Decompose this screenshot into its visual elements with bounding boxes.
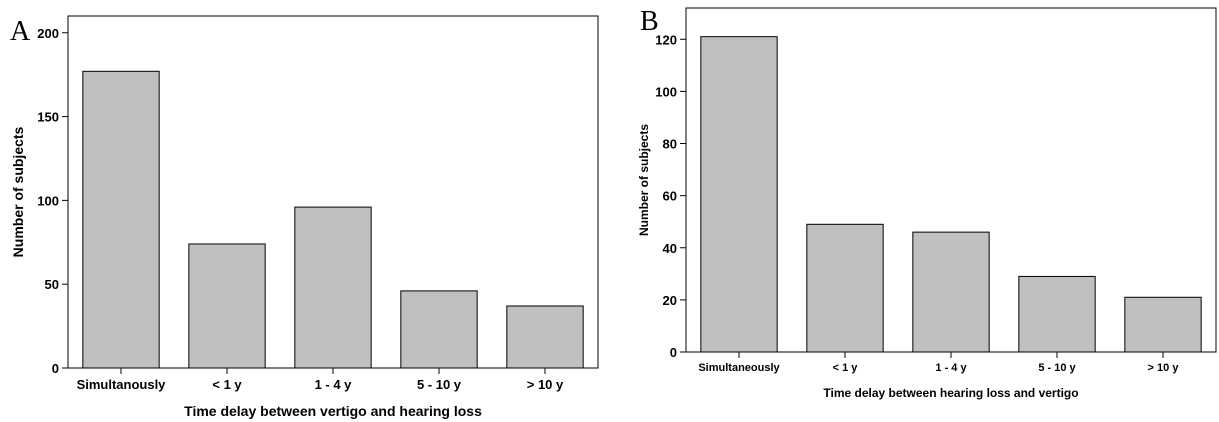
bar [1124, 296, 1202, 353]
bar [912, 231, 990, 353]
x-tick-label: Simultanously [77, 377, 167, 392]
y-tick-label: 60 [663, 189, 677, 204]
bar [506, 305, 584, 369]
panel-b: B 0 20 40 60 80 100 120 Simultaneously < 1 y 1 -… [637, 6, 1217, 400]
panel-b-letter: B [640, 6, 659, 37]
panel-b-x-axis-label: Time delay between hearing loss and vert… [823, 386, 1078, 400]
x-tick-label: 5 - 10 y [1038, 362, 1076, 374]
panel-b-bars [700, 36, 1202, 353]
x-tick-label: Simultaneously [698, 362, 780, 374]
panel-a-x-axis-label: Time delay between vertigo and hearing l… [184, 403, 482, 419]
x-tick-label: 5 - 10 y [417, 377, 462, 392]
panel-a-bars [82, 70, 584, 369]
panel-a: A 0 50 100 150 200 Simultanously < 1 y 1 - 4 y… [10, 15, 599, 419]
bar [82, 70, 160, 369]
bar [400, 290, 478, 369]
panel-b-x-axis: Simultaneously < 1 y 1 - 4 y 5 - 10 y > 10 y [698, 352, 1179, 374]
x-tick-label: > 10 y [1148, 362, 1180, 374]
x-tick-label: > 10 y [527, 377, 564, 392]
y-tick-label: 0 [670, 345, 677, 360]
bar [806, 223, 884, 353]
bar [1018, 275, 1096, 353]
x-tick-label: < 1 y [212, 377, 242, 392]
panel-b-y-axis-label: Number of subjects [637, 124, 651, 236]
x-tick-label: 1 - 4 y [315, 377, 353, 392]
panel-b-y-axis: 0 20 40 60 80 100 120 [655, 32, 686, 360]
y-tick-label: 50 [45, 277, 59, 292]
y-tick-label: 80 [663, 137, 677, 152]
x-tick-label: 1 - 4 y [935, 362, 967, 374]
bar [294, 206, 372, 369]
y-tick-label: 150 [37, 110, 59, 125]
panel-a-letter: A [10, 16, 31, 47]
bar [188, 243, 266, 369]
y-tick-label: 100 [37, 193, 59, 208]
panel-a-y-axis-label: Number of subjects [10, 126, 26, 257]
bar [700, 36, 778, 353]
y-tick-label: 20 [663, 293, 677, 308]
y-tick-label: 120 [655, 32, 677, 47]
y-tick-label: 0 [52, 361, 59, 376]
y-tick-label: 200 [37, 26, 59, 41]
y-tick-label: 100 [655, 84, 677, 99]
panel-a-y-axis: 0 50 100 150 200 [37, 26, 68, 376]
x-tick-label: < 1 y [833, 362, 859, 374]
panel-a-x-axis: Simultanously < 1 y 1 - 4 y 5 - 10 y > 10 y [77, 368, 564, 392]
y-tick-label: 40 [663, 241, 677, 256]
